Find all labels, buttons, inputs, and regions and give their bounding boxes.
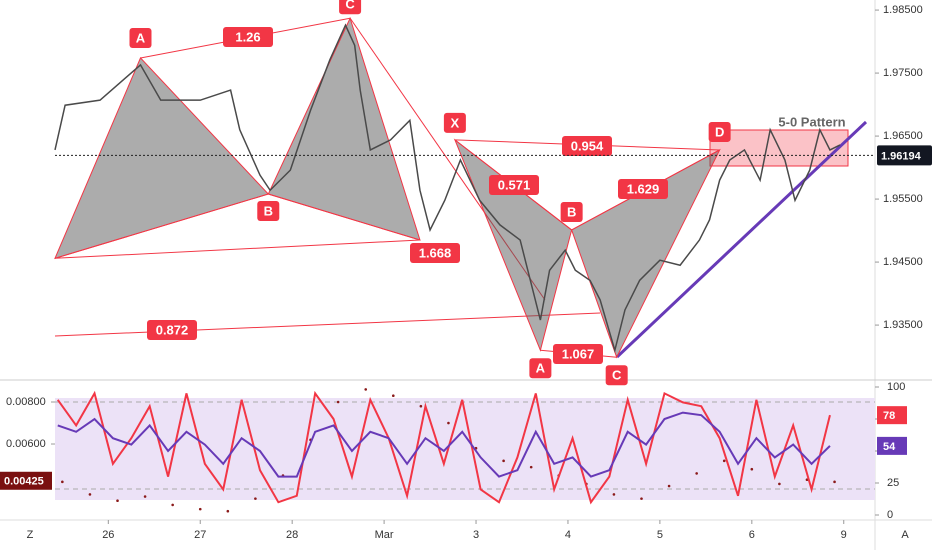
ratio-badge <box>223 27 273 47</box>
osc-dot <box>143 495 147 498</box>
osc-dot <box>529 465 533 469</box>
y-tick-label: 1.97500 <box>883 67 923 79</box>
marker-label: 0.00425 <box>4 476 44 488</box>
osc-dot <box>171 503 174 507</box>
vertex-badge <box>560 201 583 222</box>
vertex-label: B <box>567 204 576 219</box>
vertex-badge <box>443 112 466 133</box>
osc-dot <box>336 400 340 404</box>
x-tick-label: 28 <box>286 529 298 541</box>
y-tick-label: 1.95500 <box>883 193 923 205</box>
osc-dot <box>750 467 754 471</box>
value-label: 54 <box>883 441 896 453</box>
vertex-label: A <box>136 30 146 45</box>
ratio-badge <box>147 320 197 340</box>
pattern-name: 5-0 Pattern <box>778 114 845 129</box>
vertex-badge <box>129 27 152 48</box>
vertex-label: D <box>715 124 724 139</box>
trend-line <box>615 120 868 359</box>
ratio-label: 1.629 <box>627 181 660 196</box>
pattern-leg <box>54 239 420 259</box>
value-badge <box>877 406 907 425</box>
vertex-label: C <box>612 368 622 383</box>
x-tick-label: 3 <box>473 529 479 541</box>
vertex-badge <box>529 358 552 379</box>
ratio-label: 0.872 <box>156 322 189 337</box>
x-tick-label: 27 <box>194 529 206 541</box>
x-tick-label: 26 <box>102 529 114 541</box>
osc-dot <box>88 493 92 496</box>
value-label: 78 <box>883 410 895 422</box>
osc-dot <box>612 493 616 496</box>
value-badge <box>877 436 907 455</box>
x-tick-label: 4 <box>565 529 571 541</box>
osc-dot <box>778 482 781 486</box>
vertex-label: B <box>264 203 273 218</box>
pattern-leg <box>268 193 421 241</box>
osc-line <box>56 390 831 505</box>
ratio-badge <box>410 243 460 263</box>
scale-button[interactable]: Z <box>27 529 34 541</box>
y-tick-label: 1.96500 <box>883 130 923 142</box>
y-tick-label: 1.93500 <box>883 319 923 331</box>
osc-dot <box>640 497 643 500</box>
y-tick-label: 1.94500 <box>883 256 923 268</box>
osc-dot <box>695 472 698 475</box>
x-tick-label: 6 <box>749 529 755 541</box>
vertex-badge <box>708 121 731 142</box>
osc-dot <box>833 480 836 484</box>
osc-dot <box>254 497 257 500</box>
vertex-label: C <box>345 0 355 12</box>
osc-dot <box>116 499 119 503</box>
ratio-label: 0.571 <box>498 177 531 192</box>
y-tick-label: 0 <box>887 509 893 521</box>
vertex-badge <box>339 0 362 15</box>
osc-dot <box>226 509 230 513</box>
osc-dot <box>667 484 671 488</box>
x-tick-label: 9 <box>841 529 847 541</box>
x-tick-label: Mar <box>375 529 394 541</box>
ratio-badge <box>489 175 539 195</box>
osc-dot <box>502 459 505 463</box>
vertex-badge <box>605 365 628 386</box>
y-tick-label: 25 <box>887 477 899 489</box>
price-line <box>54 23 841 354</box>
scale-button[interactable]: A <box>901 529 909 541</box>
ratio-badge <box>618 179 668 199</box>
ratio-line <box>54 312 601 337</box>
vertex-label: X <box>451 115 460 130</box>
y-tick-label: 100 <box>887 381 905 393</box>
vertex-badge <box>257 201 280 222</box>
ratio-badge <box>553 344 603 364</box>
osc-line <box>57 411 831 478</box>
osc-dot <box>722 459 726 463</box>
vertex-label: A <box>536 361 546 376</box>
osc-dot <box>198 507 202 511</box>
y-tick-label: 1.98500 <box>883 4 923 16</box>
y2-tick-label: 0.00600 <box>6 438 46 450</box>
ratio-label: 1.26 <box>235 29 260 44</box>
ratio-badge <box>562 136 612 156</box>
ratio-label: 1.067 <box>562 346 595 361</box>
osc-dot <box>364 388 368 391</box>
ratio-label: 1.668 <box>419 245 452 260</box>
osc-dot <box>61 480 64 484</box>
ratio-label: 0.954 <box>571 138 604 153</box>
y2-tick-label: 0.00800 <box>6 396 46 408</box>
osc-dot <box>447 421 450 425</box>
osc-dot <box>419 404 423 408</box>
marker-badge <box>0 471 52 490</box>
last-price-badge <box>877 145 932 166</box>
osc-dot <box>391 394 395 398</box>
pattern-leg <box>54 193 269 259</box>
last-price-label: 1.96194 <box>881 150 922 162</box>
x-tick-label: 5 <box>657 529 663 541</box>
